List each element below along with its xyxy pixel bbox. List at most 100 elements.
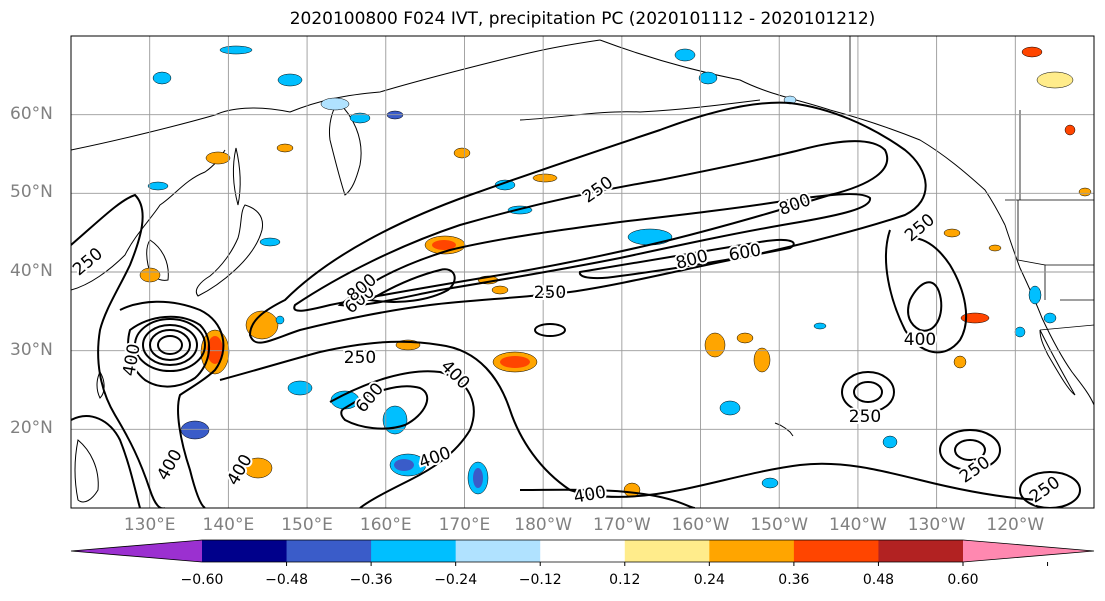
colorbar-under-extend xyxy=(71,540,202,562)
ivt-contour-250 xyxy=(884,229,967,354)
ivt-contour-250 xyxy=(71,193,165,508)
precip-blob xyxy=(1021,46,1043,58)
precip-blob xyxy=(245,310,279,340)
precip-blob xyxy=(207,336,223,364)
precipitation-shading xyxy=(139,45,1092,498)
border-us-states-1 xyxy=(1017,200,1046,300)
precip-blob xyxy=(753,347,771,373)
ivt-contour-600 xyxy=(340,385,429,430)
precip-blob xyxy=(491,285,509,295)
ivt-contour-250 xyxy=(954,439,986,461)
coastline-alaska xyxy=(599,39,1006,226)
colorbar-tick-label: −0.48 xyxy=(265,572,308,588)
lon-label: 120°W xyxy=(986,515,1045,535)
colorbar-tick-label: −0.24 xyxy=(434,572,478,588)
precip-blob xyxy=(882,435,898,449)
lat-label-30n: 30°N xyxy=(10,339,53,360)
ivt-contour-600 xyxy=(127,315,211,388)
ivt-contour-250 xyxy=(841,371,895,413)
colorbar-tick-label: 0.12 xyxy=(609,572,641,588)
precip-blob xyxy=(674,48,696,62)
ivt-contour-800 xyxy=(149,329,191,361)
lat-label-50n: 50°N xyxy=(10,182,53,203)
colorbar-tick-label: 0.48 xyxy=(862,572,895,588)
colorbar-bin xyxy=(709,540,795,562)
border-us-mexico xyxy=(1039,324,1094,331)
lon-label: 150°E xyxy=(281,515,333,535)
lon-label: 180°W xyxy=(514,515,573,535)
colorbar-bin xyxy=(793,540,879,562)
precip-blob xyxy=(276,143,294,153)
precip-blob xyxy=(943,228,961,238)
precip-blob xyxy=(1064,124,1076,136)
ivt-contour-800 xyxy=(134,318,206,372)
colorbar-outline xyxy=(70,539,1095,563)
precip-blob xyxy=(152,71,172,85)
colorbar-tick-label: −0.36 xyxy=(349,572,393,588)
precip-blob xyxy=(320,97,350,111)
ivt-contour-250 xyxy=(853,381,883,403)
ivt-contour-400 xyxy=(907,281,943,332)
lon-label: 130°E xyxy=(123,515,176,535)
lon-label: 160°E xyxy=(359,515,412,535)
precip-blob xyxy=(287,380,313,396)
map-frame xyxy=(70,35,1095,509)
colorbar-over-extend xyxy=(963,540,1094,562)
precip-blob xyxy=(494,179,516,191)
precip-blob xyxy=(180,420,210,440)
colorbar-bin xyxy=(540,540,626,562)
precip-blob xyxy=(532,173,558,183)
colorbar-tick-label: −0.12 xyxy=(518,572,562,588)
lon-label: 130°W xyxy=(907,515,966,535)
coastline-sakhalin xyxy=(232,147,241,206)
colorbar-tick-label: 0.24 xyxy=(693,572,725,588)
lon-label: 170°W xyxy=(592,515,651,535)
precip-blob xyxy=(349,112,371,124)
lon-label: 150°W xyxy=(750,515,809,535)
coastline-asia xyxy=(71,39,601,151)
coastline-aleutians xyxy=(519,99,761,121)
colorbar-bin xyxy=(202,540,288,562)
precip-blob xyxy=(953,355,967,369)
precip-blob xyxy=(1036,71,1074,89)
coastline-kamchatka xyxy=(329,101,362,196)
precip-blob xyxy=(1028,285,1042,305)
colorbar-bin xyxy=(455,540,541,562)
precip-blob xyxy=(394,459,414,471)
precip-blob xyxy=(205,151,231,165)
precip-blob xyxy=(453,147,471,159)
precip-blob xyxy=(960,312,990,324)
ivt-contour-250 xyxy=(248,101,927,344)
coastline-taiwan xyxy=(96,370,105,399)
coastline-east-asia xyxy=(71,149,226,291)
precip-blob xyxy=(432,240,456,250)
ivt-contour-400 xyxy=(329,370,475,508)
ivt-contours xyxy=(71,101,1081,508)
precip-blob xyxy=(988,244,1002,252)
coastline-philippines xyxy=(74,439,99,503)
lat-label-20n: 20°N xyxy=(10,418,53,439)
precip-blob xyxy=(736,332,754,344)
lat-label-40n: 40°N xyxy=(10,261,53,281)
map-title: 2020100800 F024 IVT, precipitation PC (2… xyxy=(289,9,876,29)
lon-label: 170°E xyxy=(438,515,491,535)
colorbar-bin xyxy=(624,540,710,562)
ivt-contour-label: 250 xyxy=(849,407,881,427)
ivt-contour-600 xyxy=(337,193,871,307)
precip-blob xyxy=(275,315,285,325)
precip-blob xyxy=(719,400,741,416)
precip-blob xyxy=(147,181,169,191)
lon-label: 160°W xyxy=(671,515,730,535)
lon-label: 140°E xyxy=(202,515,255,535)
ivt-contour-800 xyxy=(157,335,183,355)
lat-label-60n: 60°N xyxy=(10,103,53,124)
ivt-contour-label: 250 xyxy=(534,283,566,303)
colorbar-bin xyxy=(286,540,372,562)
coastline-japan xyxy=(195,204,264,297)
colorbar-bin xyxy=(371,540,457,562)
ivt-contour-800 xyxy=(367,268,456,303)
precip-blob xyxy=(1078,187,1092,197)
precip-blob xyxy=(1043,312,1057,324)
precip-blob xyxy=(698,71,718,85)
